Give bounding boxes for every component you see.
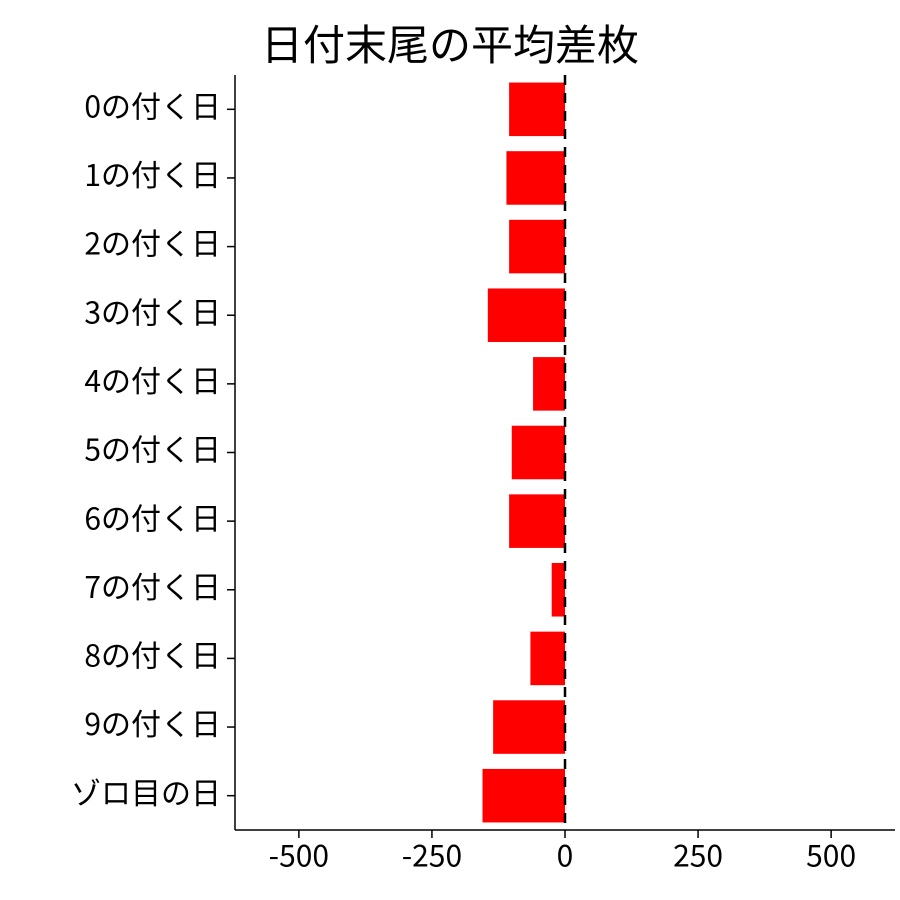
x-tick-label: -250 (402, 832, 462, 876)
y-tick-label: 8の付く日 (84, 632, 221, 676)
bar (509, 220, 565, 274)
y-tick-label: 7の付く日 (84, 563, 221, 607)
x-tick-label: 250 (673, 832, 723, 876)
x-tick-label: -500 (269, 832, 329, 876)
bar (509, 83, 565, 137)
bar (509, 494, 565, 548)
y-tick-label: 5の付く日 (84, 426, 221, 470)
y-tick-label: 4の付く日 (84, 357, 221, 401)
y-tick-label: 1の付く日 (84, 151, 221, 195)
bar (488, 288, 565, 342)
y-tick-label: 3の付く日 (84, 288, 221, 332)
bar (483, 769, 566, 823)
y-tick-label: 9の付く日 (84, 700, 221, 744)
y-tick-label: 0の付く日 (84, 82, 221, 126)
x-tick-label: 500 (806, 832, 856, 876)
bar (552, 563, 565, 617)
bar (506, 151, 565, 205)
y-tick-label: 2の付く日 (84, 220, 221, 264)
bar (530, 632, 565, 686)
bar (533, 357, 565, 411)
chart-svg: 0の付く日 1の付く日 2の付く日 3の付く日 4の付く日 5の付く日 6の付く日 7の付く日… (0, 0, 900, 900)
bar (512, 426, 565, 480)
bar (493, 700, 565, 754)
chart-title: 日付末尾の平均差枚 (0, 12, 900, 73)
y-tick-label: ゾロ目の日 (71, 769, 221, 813)
x-tick-label: 0 (557, 832, 574, 876)
y-tick-label: 6の付く日 (84, 494, 221, 538)
chart-container: 日付末尾の平均差枚 0の付く日 1の付く日 2の付く日 3の付く日 4の付く日 5の付く日… (0, 0, 900, 900)
